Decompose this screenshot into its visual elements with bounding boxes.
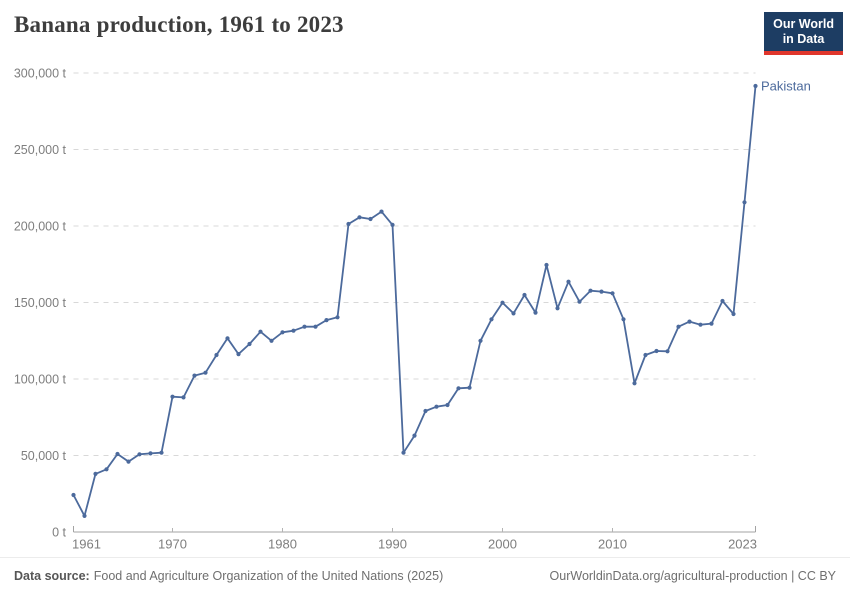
x-tick-label: 1970 (158, 537, 187, 552)
data-point[interactable] (357, 215, 362, 220)
y-tick-label: 0 t (52, 526, 66, 540)
data-point[interactable] (302, 324, 307, 329)
data-point[interactable] (148, 451, 153, 456)
data-point[interactable] (115, 451, 120, 457)
series-end-label[interactable]: Pakistan (761, 79, 811, 94)
y-tick-label: 300,000 t (14, 67, 67, 81)
data-point[interactable] (445, 402, 450, 408)
plot-area[interactable] (74, 73, 756, 532)
data-point[interactable] (93, 471, 98, 476)
data-point[interactable] (346, 221, 351, 227)
data-point[interactable] (181, 395, 186, 400)
chart-title: Banana production, 1961 to 2023 (14, 12, 344, 37)
data-point[interactable] (456, 386, 461, 391)
data-point[interactable] (467, 385, 472, 390)
data-source-text: Food and Agriculture Organization of the… (93, 569, 444, 583)
data-point[interactable] (610, 291, 615, 296)
y-tick-label: 50,000 t (21, 449, 67, 463)
y-tick-label: 100,000 t (14, 373, 67, 387)
data-point[interactable] (665, 349, 670, 354)
data-point[interactable] (82, 513, 87, 519)
x-tick-label: 1980 (268, 537, 297, 552)
x-tick-label: 1990 (378, 537, 407, 552)
data-point[interactable] (104, 467, 109, 472)
data-point[interactable] (522, 292, 527, 298)
data-point[interactable] (412, 433, 417, 438)
series-markers-pakistan (71, 83, 758, 519)
data-point[interactable] (632, 381, 637, 386)
owid-logo[interactable]: Our World in Data (764, 12, 843, 55)
x-tick-label: 2023 (728, 537, 757, 552)
data-point[interactable] (753, 83, 758, 89)
data-point[interactable] (544, 262, 549, 268)
y-tick-label: 150,000 t (14, 296, 67, 310)
data-point[interactable] (489, 317, 494, 322)
data-point[interactable] (687, 319, 692, 324)
data-point[interactable] (258, 329, 263, 334)
x-tick-label: 1961 (72, 537, 101, 552)
credit-link[interactable]: OurWorldinData.org/agricultural-producti… (549, 569, 836, 583)
data-point[interactable] (709, 321, 714, 326)
data-point[interactable] (731, 311, 736, 317)
data-point[interactable] (577, 299, 582, 304)
data-point[interactable] (368, 216, 373, 222)
data-point[interactable] (621, 317, 626, 322)
data-point[interactable] (236, 352, 241, 357)
data-point[interactable] (71, 492, 76, 498)
data-point[interactable] (225, 336, 230, 341)
data-point[interactable] (588, 288, 593, 293)
y-tick-label: 200,000 t (14, 220, 67, 234)
data-point[interactable] (390, 222, 395, 227)
chart-footer: Data source: Food and Agriculture Organi… (0, 557, 850, 600)
data-point[interactable] (599, 289, 604, 294)
x-tick-label: 2000 (488, 537, 517, 552)
owid-logo-line1: Our World (773, 17, 834, 31)
data-point[interactable] (643, 352, 648, 358)
data-point[interactable] (291, 328, 296, 333)
owid-logo-line2: in Data (782, 32, 825, 46)
data-point[interactable] (126, 459, 131, 464)
data-point[interactable] (335, 315, 340, 320)
data-point[interactable] (313, 324, 318, 329)
y-tick-label: 250,000 t (14, 143, 67, 157)
data-point[interactable] (170, 394, 175, 399)
data-point[interactable] (742, 200, 747, 205)
data-point[interactable] (379, 209, 384, 214)
data-point[interactable] (324, 318, 329, 323)
data-point[interactable] (247, 341, 252, 347)
data-point[interactable] (676, 324, 681, 329)
data-point[interactable] (511, 311, 516, 316)
data-source-label: Data source: (14, 569, 90, 583)
data-point[interactable] (500, 300, 505, 305)
data-point[interactable] (478, 338, 483, 343)
data-point[interactable] (192, 373, 197, 378)
data-point[interactable] (720, 298, 725, 304)
data-point[interactable] (401, 450, 406, 455)
data-point[interactable] (423, 408, 428, 414)
data-point[interactable] (566, 279, 571, 284)
data-point[interactable] (269, 338, 274, 343)
owid-logo-box: Our World in Data (764, 12, 843, 55)
data-point[interactable] (203, 370, 208, 375)
data-point[interactable] (555, 306, 560, 311)
data-point[interactable] (654, 348, 659, 354)
data-point[interactable] (533, 310, 538, 315)
x-tick-label: 2010 (598, 537, 627, 552)
data-point[interactable] (698, 322, 703, 327)
data-point[interactable] (159, 450, 164, 455)
data-point[interactable] (434, 404, 439, 409)
data-point[interactable] (214, 352, 219, 358)
data-point[interactable] (280, 330, 285, 335)
data-source: Data source: Food and Agriculture Organi… (14, 569, 443, 583)
data-point[interactable] (137, 452, 142, 457)
